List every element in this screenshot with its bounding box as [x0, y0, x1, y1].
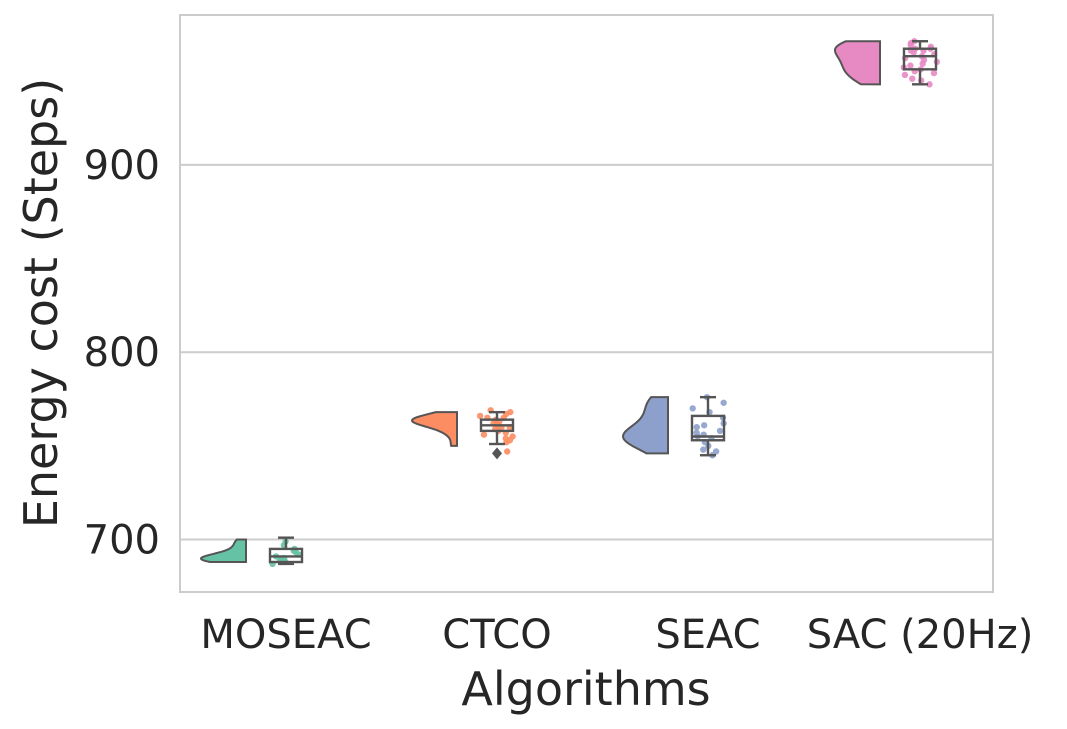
data-point: [507, 408, 514, 416]
density-cloud: [199, 538, 247, 564]
data-point: [901, 71, 909, 79]
data-point: [693, 423, 700, 431]
density-cloud: [410, 411, 458, 447]
x-tick-label: SEAC: [655, 612, 760, 658]
box: [690, 414, 726, 442]
data-point: [506, 437, 514, 444]
data-point: [504, 448, 511, 455]
box: [902, 47, 938, 71]
data-point: [700, 422, 708, 429]
y-tick-label: 900: [84, 143, 160, 189]
tick-labels: 700 800 900 MOSEAC CTCO SEAC SAC (20Hz): [84, 143, 1034, 658]
gridlines: [180, 163, 993, 541]
y-tick-label: 700: [84, 518, 160, 564]
data-point: [716, 427, 724, 435]
x-tick-label: CTCO: [442, 612, 551, 658]
data-point: [926, 81, 933, 88]
data-point: [720, 399, 727, 406]
x-tick-label: SAC (20Hz): [807, 612, 1034, 658]
density-cloud: [834, 40, 881, 86]
x-tick-label: MOSEAC: [200, 612, 371, 658]
data-point: [712, 448, 720, 455]
data-point: [909, 75, 916, 82]
density-cloud: [621, 396, 669, 455]
data-point: [907, 62, 914, 69]
data-point: [930, 69, 938, 77]
plot-frame: [179, 14, 994, 593]
data-marks: [199, 38, 941, 568]
data-point: [476, 412, 484, 420]
x-axis-label: Algorithms: [461, 662, 710, 716]
y-tick-label: 800: [84, 330, 160, 376]
data-point: [480, 431, 488, 438]
data-point: [689, 405, 696, 412]
y-axis-label: Energy cost (Steps): [14, 78, 68, 528]
data-point: [700, 446, 707, 453]
data-point: [693, 429, 700, 436]
outlier-marker: [492, 447, 502, 460]
